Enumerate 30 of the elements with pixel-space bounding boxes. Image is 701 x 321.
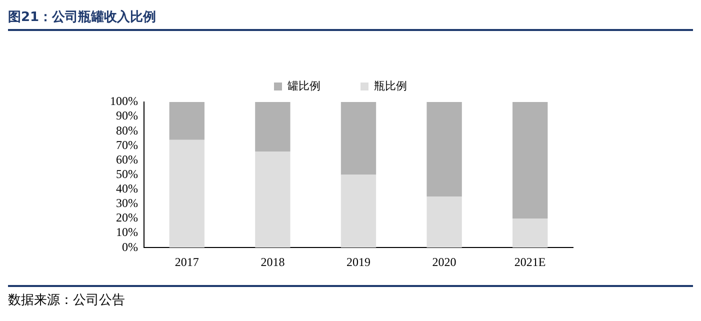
bar — [255, 102, 290, 152]
bar — [426, 196, 462, 248]
bar — [512, 218, 548, 248]
y-tick-label: 0% — [122, 240, 138, 254]
y-tick-label: 10% — [116, 225, 138, 240]
x-tick-label: 2017 — [174, 254, 199, 269]
y-tick-label: 40% — [116, 182, 138, 196]
y-tick-label: 90% — [116, 108, 138, 123]
bar — [169, 140, 204, 248]
y-tick-label: 70% — [116, 138, 138, 152]
bar — [426, 102, 462, 197]
y-tick-label: 100% — [110, 94, 138, 108]
bar — [340, 174, 376, 248]
x-tick-label: 2020 — [432, 254, 456, 269]
y-tick-label: 80% — [116, 123, 138, 138]
y-tick-label: 60% — [116, 152, 138, 166]
source-note: 数据来源：公司公告 — [8, 292, 126, 309]
bar — [512, 102, 548, 218]
legend-label: 罐比例 — [288, 79, 320, 92]
x-tick-label: 2018 — [260, 254, 285, 269]
bar — [169, 102, 204, 140]
x-tick-label: 2019 — [346, 254, 370, 269]
legend-label: 瓶比例 — [374, 79, 407, 92]
y-tick-label: 50% — [116, 166, 138, 181]
y-tick-label: 30% — [116, 196, 138, 210]
chart-title: 图21：公司瓶罐收入比例 — [8, 8, 693, 31]
bar — [340, 102, 376, 175]
y-tick-label: 20% — [116, 210, 138, 225]
x-tick-label: 2021E — [514, 254, 546, 269]
bar — [255, 152, 290, 248]
